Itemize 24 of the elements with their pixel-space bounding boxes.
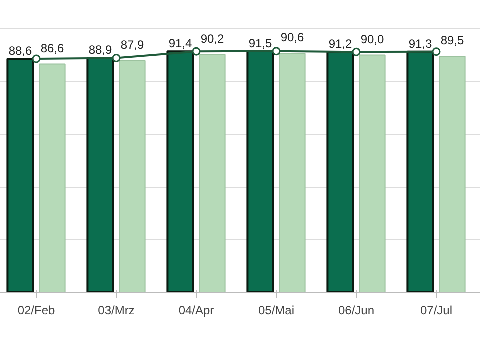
data-label: 90,2 (200, 32, 225, 46)
point (32, 54, 41, 64)
data-label: 91,3 (408, 36, 433, 51)
x-tick-label: 02/Feb (18, 304, 56, 318)
point (112, 54, 121, 62)
data-label: 88,9 (88, 43, 113, 58)
data-label: 90,0 (360, 32, 385, 46)
x-tick-label: 03/Mrz (98, 304, 135, 318)
data-label: 91,2 (328, 37, 353, 52)
data-label: 90,6 (280, 30, 305, 45)
point (432, 48, 441, 56)
x-tick-label: 05/Mai (258, 304, 295, 318)
x-tick-label: 04/Apr (178, 304, 214, 318)
data-label: 91,5 (248, 36, 273, 50)
data-label: 86,6 (40, 41, 65, 56)
x-tick-label: 07/Jul (420, 304, 453, 318)
point (352, 48, 361, 56)
point (272, 47, 281, 56)
data-label: 91,4 (168, 36, 193, 51)
point (192, 47, 201, 56)
data-label: 89,5 (440, 34, 465, 48)
data-label: 87,9 (120, 38, 145, 52)
x-tick-label: 06/Jun (338, 304, 375, 318)
data-label: 88,6 (8, 44, 33, 58)
